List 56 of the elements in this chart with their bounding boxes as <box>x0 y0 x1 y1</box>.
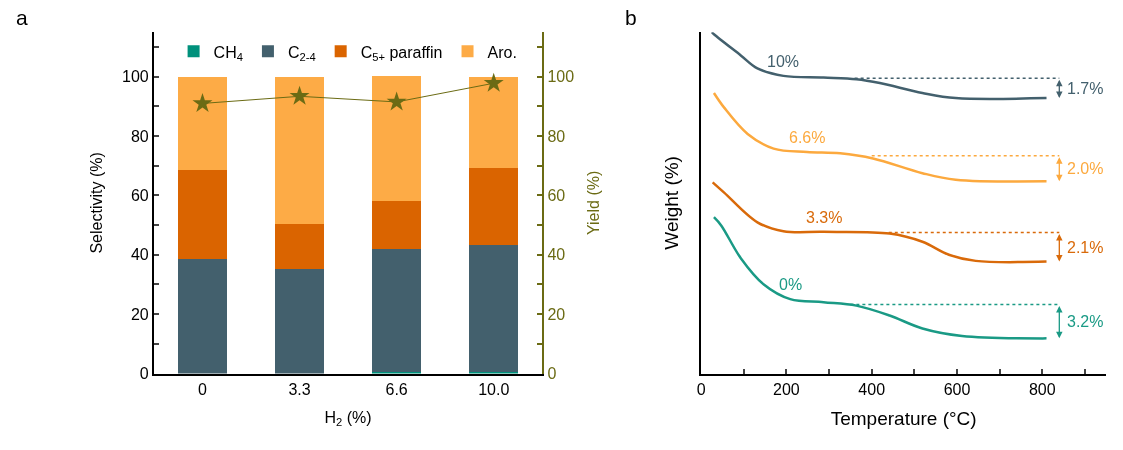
bar <box>372 249 421 372</box>
bar <box>178 76 227 170</box>
x-tick-label: 800 <box>1028 380 1056 398</box>
y-tick-label: 80 <box>130 127 149 145</box>
annotation: 3.2% <box>1067 313 1104 330</box>
chart-title: b <box>625 6 637 29</box>
x-tick-label: 0 <box>696 380 706 398</box>
point <box>386 91 407 111</box>
legend-label: Aro. <box>487 43 517 61</box>
y2-tick-label: 20 <box>547 305 566 323</box>
bar <box>275 76 324 224</box>
series-label: 6.6% <box>789 129 826 146</box>
legend-label: C$_{5+}$ paraffin <box>360 43 443 63</box>
x-tick-label: 400 <box>858 380 886 398</box>
y-tick-label: 100 <box>122 68 149 86</box>
x-axis-title: H$_{2}$ (%) <box>324 408 372 429</box>
bar <box>469 76 518 168</box>
annotation: 1.7% <box>1067 80 1104 97</box>
y-tick-label: 0 <box>139 365 149 383</box>
chart-title: a <box>16 6 28 29</box>
bar <box>275 268 324 374</box>
bar <box>469 167 518 246</box>
bar <box>178 259 227 374</box>
bar <box>469 245 518 373</box>
point <box>192 92 213 112</box>
annotation: 2.0% <box>1067 160 1104 177</box>
point <box>483 72 504 92</box>
x-tick-label: 3.3 <box>288 380 311 398</box>
y-axis-title: Weight (%) <box>661 156 683 250</box>
bar <box>372 75 421 202</box>
y2-tick-label: 60 <box>547 187 566 205</box>
annotation: 2.1% <box>1067 239 1104 256</box>
legend-label: C$_{2-4}$ <box>287 43 316 63</box>
bar <box>372 201 421 250</box>
y2-tick-label: 0 <box>547 365 557 383</box>
y-axis-title: Selectivity (%) <box>88 152 106 254</box>
x-axis-title: Temperature (°C) <box>830 408 977 430</box>
y2-tick-label: 100 <box>547 68 575 86</box>
y-tick-label: 20 <box>130 305 149 323</box>
bar <box>275 223 324 269</box>
series-label: 3.3% <box>806 209 843 226</box>
series-label: 10% <box>767 53 800 70</box>
x-tick-label: 0 <box>198 380 208 398</box>
y2-axis-title: Yield (%) <box>585 170 603 236</box>
y-tick-label: 60 <box>130 187 149 205</box>
x-tick-label: 600 <box>943 380 971 398</box>
series-label: 0% <box>779 276 803 293</box>
x-tick-label: 10.0 <box>478 380 510 398</box>
point <box>289 85 310 105</box>
y2-tick-label: 80 <box>547 127 566 145</box>
x-tick-label: 6.6 <box>385 380 408 398</box>
y2-tick-label: 40 <box>547 246 566 264</box>
bar <box>178 169 227 260</box>
x-tick-label: 200 <box>773 380 800 398</box>
legend-label: CH$_{4}$ <box>213 43 243 63</box>
y-tick-label: 40 <box>130 246 149 264</box>
